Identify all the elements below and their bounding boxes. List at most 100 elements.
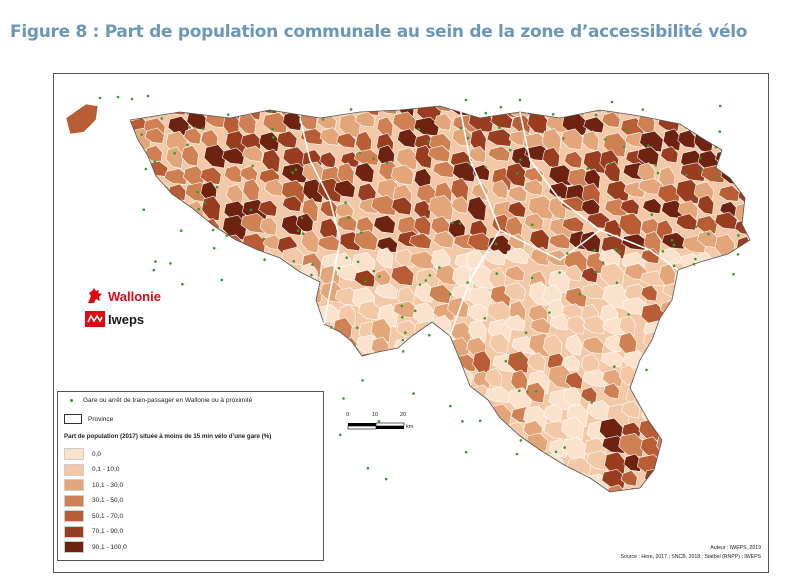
commune-area <box>620 198 640 215</box>
commune-area <box>142 335 169 358</box>
commune-area <box>757 237 778 260</box>
commune-area <box>200 332 221 354</box>
station-dot <box>417 128 421 131</box>
station-dot <box>566 252 569 255</box>
station-dot <box>656 171 660 175</box>
commune-area <box>432 435 458 454</box>
commune-area <box>548 438 568 458</box>
station-dot <box>201 127 205 131</box>
commune-area <box>427 145 451 163</box>
commune-area <box>639 130 664 153</box>
station-dot <box>401 338 405 342</box>
commune-area <box>264 268 289 288</box>
station-dot <box>179 229 183 232</box>
commune-area <box>202 302 228 320</box>
station-dot <box>358 151 362 155</box>
commune-area <box>714 468 736 491</box>
commune-area <box>200 166 222 185</box>
station-dot <box>140 133 143 136</box>
legend-station-label: Gare ou arrêt de train-passager en Wallo… <box>83 397 253 404</box>
commune-area <box>166 332 189 353</box>
commune-area <box>675 352 695 375</box>
commune-area <box>526 352 546 372</box>
station-dot <box>337 266 341 270</box>
commune-area <box>542 472 568 492</box>
commune-area <box>491 474 516 492</box>
figure-title: Figure 8 : Part de population communale … <box>10 22 748 42</box>
commune-area <box>697 194 715 215</box>
source-author: Auteur : IWEPS, 2019 <box>710 545 761 551</box>
commune-area <box>716 106 739 120</box>
station-dot <box>524 331 528 335</box>
commune-area <box>376 452 403 473</box>
commune-area <box>601 469 626 489</box>
commune-area <box>395 386 419 408</box>
commune-area <box>675 179 701 205</box>
station-dot <box>291 171 294 174</box>
commune-area <box>238 319 259 341</box>
commune-area <box>738 320 750 344</box>
station-dot <box>356 260 360 264</box>
station-dot <box>694 257 697 261</box>
commune-area <box>680 365 707 390</box>
commune-area <box>566 315 586 335</box>
station-dot <box>504 359 508 363</box>
station-dot <box>614 247 618 250</box>
commune-area <box>758 286 778 311</box>
commune-area <box>167 286 187 308</box>
commune-area <box>759 487 780 505</box>
commune-area <box>739 440 750 463</box>
station-dot <box>707 232 710 236</box>
commune-area <box>757 268 779 291</box>
commune-area <box>713 483 733 492</box>
station-dot <box>186 143 189 147</box>
station-dot <box>519 439 523 442</box>
station-dot <box>534 390 538 393</box>
station-dot <box>737 234 740 237</box>
commune-area <box>541 128 562 154</box>
station-dot <box>519 355 523 358</box>
station-dot <box>641 108 645 111</box>
station-dot <box>464 450 468 454</box>
commune-area <box>698 486 721 492</box>
commune-area <box>130 249 156 269</box>
commune-area <box>245 365 269 387</box>
commune-area <box>583 168 601 189</box>
station-dot <box>212 246 216 250</box>
commune-area <box>509 449 527 471</box>
station-dot <box>400 316 404 319</box>
station-dot <box>152 268 156 272</box>
legend-class-label: 10,1 - 30,0 <box>92 481 124 489</box>
commune-area <box>754 197 777 217</box>
commune-area <box>752 161 770 184</box>
commune-area <box>185 286 205 306</box>
station-dot <box>604 138 607 141</box>
commune-area <box>467 232 492 252</box>
station-dot <box>226 113 230 116</box>
commune-area <box>353 269 376 288</box>
commune-area <box>338 384 365 409</box>
commune-area <box>758 96 779 118</box>
commune-area <box>130 201 148 223</box>
legend-class-label: 50,1 - 70,0 <box>92 512 124 520</box>
commune-area <box>733 365 750 382</box>
station-dot <box>310 273 313 277</box>
commune-area <box>394 248 415 268</box>
station-dot <box>610 100 614 104</box>
commune-area <box>714 211 738 230</box>
scale-bar-graphic <box>347 422 405 430</box>
legend-station-row: Gare ou arrêt de train-passager en Wallo… <box>64 397 252 404</box>
commune-area <box>200 247 225 266</box>
station-dot <box>262 237 266 241</box>
commune-area <box>352 352 379 377</box>
commune-area <box>282 195 302 212</box>
station-dot <box>654 163 657 167</box>
station-dot <box>670 239 674 242</box>
wallonie-logo: Wallonie <box>85 287 161 305</box>
station-dot <box>558 271 561 274</box>
commune-area <box>334 368 356 394</box>
commune-area <box>396 147 419 170</box>
station-dot <box>672 264 676 268</box>
station-dot <box>116 95 120 99</box>
station-dot <box>494 242 498 246</box>
